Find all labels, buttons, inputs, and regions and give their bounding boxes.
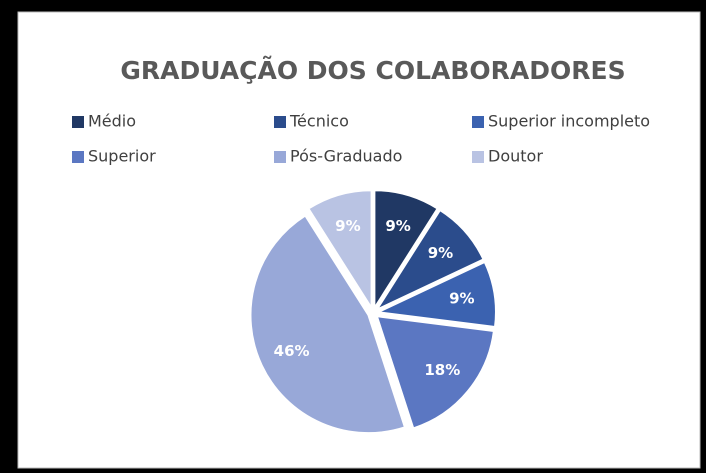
legend-label: Técnico: [289, 112, 349, 131]
data-label: 46%: [274, 342, 310, 360]
legend-swatch: [274, 151, 286, 163]
data-label: 9%: [449, 289, 474, 307]
data-label: 18%: [424, 361, 460, 379]
data-label: 9%: [385, 217, 410, 235]
pie-slice: [249, 214, 407, 435]
data-label: 9%: [428, 244, 453, 262]
legend-label: Superior incompleto: [488, 112, 650, 131]
legend-swatch: [472, 116, 484, 128]
pie-slice: [306, 189, 373, 312]
legend-swatch: [472, 151, 484, 163]
pie-slice: [375, 314, 496, 430]
pie-slice: [374, 208, 485, 313]
legend-label: Médio: [88, 112, 136, 131]
chart-title: GRADUAÇÃO DOS COLABORADORES: [120, 56, 625, 85]
pie-slice: [373, 189, 440, 312]
pie-slice: [374, 260, 497, 329]
data-label: 9%: [335, 217, 360, 235]
legend-swatch: [274, 116, 286, 128]
legend-swatch: [72, 151, 84, 163]
legend-label: Doutor: [488, 147, 543, 166]
legend-label: Pós-Graduado: [290, 147, 402, 166]
legend-label: Superior: [88, 147, 156, 166]
legend-swatch: [72, 116, 84, 128]
